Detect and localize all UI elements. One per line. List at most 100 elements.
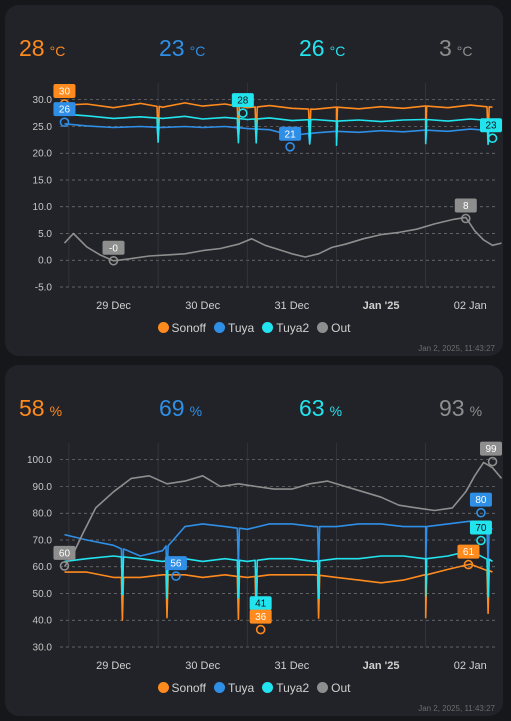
legend-label: Tuya2	[276, 681, 310, 695]
stat-value: 58	[19, 395, 45, 421]
series-line-out[interactable]	[63, 461, 503, 568]
x-tick-label: Jan '25	[363, 660, 400, 672]
y-tick-label: 80.0	[33, 509, 53, 520]
data-label: 61	[463, 547, 475, 558]
stat-value: 63	[299, 395, 325, 421]
stat-out: 93%	[439, 395, 482, 422]
label-box	[164, 556, 187, 571]
label-point	[255, 624, 266, 635]
x-tick-label: 30 Dec	[185, 660, 220, 672]
label-box	[53, 545, 76, 560]
stat-value: 93	[439, 395, 465, 421]
label-point	[487, 133, 498, 144]
label-box	[249, 596, 272, 611]
legend-label: Out	[331, 681, 351, 695]
stat-unit: %	[329, 403, 343, 419]
label-box	[249, 609, 272, 624]
stat-tuya: 23 °C	[159, 35, 205, 62]
label-point	[460, 213, 471, 224]
stat-tuya2: 26 °C	[299, 35, 345, 62]
stat-unit: %	[49, 403, 63, 419]
legend-label: Tuya	[228, 681, 255, 695]
x-tick-label: 29 Dec	[96, 660, 131, 672]
temperature-legend: Sonoff Tuya Tuya2 Out	[5, 321, 503, 335]
stat-unit: °C	[49, 43, 66, 59]
label-point	[285, 141, 295, 152]
humidity-legend: Sonoff Tuya Tuya2 Out	[5, 681, 503, 695]
stat-value: 69	[159, 395, 185, 421]
y-tick-label: 70.0	[33, 535, 53, 546]
data-label: 28	[237, 96, 249, 107]
series-line-out[interactable]	[63, 216, 502, 262]
label-point	[476, 535, 486, 546]
label-box	[279, 126, 302, 141]
label-point	[487, 456, 498, 467]
stat-unit: %	[189, 403, 203, 419]
stat-unit: °C	[189, 43, 206, 59]
temperature-chart[interactable]: -5.0 0.0 5.0 10.0 15.0 20.0 25.0 30.0 29 Dec 30 D…	[5, 5, 503, 320]
series-line-sonoff[interactable]	[64, 563, 493, 621]
y-tick-label: 60.0	[33, 562, 53, 573]
stat-tuya2: 63%	[299, 395, 342, 422]
stat-value: 28	[19, 35, 45, 61]
y-tick-label: 90.0	[33, 482, 53, 493]
label-box	[457, 544, 480, 559]
legend-dot-icon	[157, 682, 169, 693]
data-label: 80	[475, 495, 487, 506]
data-label: 60	[59, 548, 71, 559]
y-tick-label: 0.0	[38, 256, 52, 267]
label-box	[469, 492, 492, 507]
stat-unit: °C	[329, 43, 346, 59]
label-box	[469, 520, 492, 535]
y-tick-label: 5.0	[38, 229, 52, 240]
data-label: 70	[475, 523, 487, 534]
x-tick-label: 31 Dec	[274, 300, 309, 312]
legend-item-tuya2[interactable]: Tuya2	[262, 321, 309, 335]
legend-item-tuya2[interactable]: Tuya2	[262, 681, 309, 695]
stat-out: 3 °C	[439, 35, 473, 62]
legend-item-tuya[interactable]: Tuya	[214, 321, 254, 335]
series-line-sonoff[interactable]	[64, 102, 493, 140]
data-label: 99	[485, 444, 497, 455]
legend-dot-icon	[317, 322, 329, 333]
legend-dot-icon	[317, 682, 329, 693]
series-line-tuya[interactable]	[64, 123, 493, 145]
x-tick-label: 31 Dec	[274, 660, 309, 672]
label-box	[480, 118, 502, 133]
data-label: 23	[485, 121, 497, 132]
humidity-chart[interactable]: 30.0 40.0 50.0 60.0 70.0 80.0 90.0 100.0 29 Dec 3…	[5, 365, 503, 680]
data-label: 56	[170, 559, 182, 570]
legend-item-out[interactable]: Out	[317, 321, 350, 335]
legend-label: Out	[331, 321, 351, 335]
y-tick-label: 20.0	[33, 149, 53, 160]
y-tick-label: 100.0	[27, 455, 52, 466]
legend-item-sonoff[interactable]: Sonoff	[157, 681, 206, 695]
data-label: 41	[255, 599, 267, 610]
label-point	[238, 108, 248, 118]
x-tick-label: 29 Dec	[96, 300, 131, 312]
y-tick-label: 30.0	[33, 643, 53, 654]
series-line-tuya2[interactable]	[64, 549, 493, 600]
stat-sonoff: 28 °C	[19, 35, 65, 62]
legend-item-tuya[interactable]: Tuya	[214, 681, 254, 695]
temperature-card: 28 °C 23 °C 26 °C 3 °C -5.0 0.0 5.0 10.0 15.0 20.…	[5, 5, 503, 356]
label-box	[53, 83, 76, 98]
label-box	[231, 93, 254, 108]
label-point	[463, 559, 474, 570]
legend-item-out[interactable]: Out	[317, 681, 350, 695]
y-tick-label: 15.0	[33, 175, 53, 186]
y-tick-label: 50.0	[33, 589, 53, 600]
legend-dot-icon	[214, 322, 225, 333]
series-line-tuya2[interactable]	[64, 113, 493, 146]
label-point	[476, 507, 486, 518]
y-tick-label: 10.0	[33, 202, 53, 213]
legend-item-sonoff[interactable]: Sonoff	[157, 321, 206, 335]
legend-label: Sonoff	[171, 681, 206, 695]
stat-value: 3	[439, 35, 452, 61]
series-line-tuya[interactable]	[64, 520, 493, 588]
data-label: 26	[59, 105, 71, 116]
legend-dot-icon	[214, 682, 225, 693]
y-tick-label: -5.0	[35, 283, 53, 294]
data-label: 30	[59, 86, 71, 97]
label-point	[59, 117, 70, 127]
